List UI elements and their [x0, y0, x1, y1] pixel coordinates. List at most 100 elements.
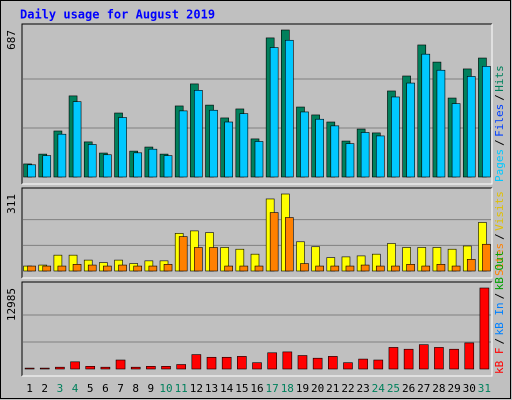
legend-separator: /: [493, 94, 506, 101]
bar: [285, 217, 294, 272]
x-tick-label: 19: [296, 382, 309, 395]
x-tick-label: 8: [132, 382, 139, 395]
y-tick-label: 687: [5, 30, 18, 50]
x-tick-label: 16: [250, 382, 263, 395]
bar: [163, 264, 173, 272]
bar: [130, 366, 141, 370]
x-tick-label: 3: [57, 382, 64, 395]
x-tick-label: 28: [432, 382, 445, 395]
bar: [373, 359, 384, 370]
bar: [330, 125, 340, 178]
bar: [360, 264, 370, 272]
bar: [464, 342, 475, 370]
panel: [22, 282, 492, 376]
bar: [436, 264, 446, 272]
bar: [388, 347, 399, 370]
x-tick-label: 26: [402, 382, 415, 395]
bar: [479, 287, 490, 370]
bar: [345, 265, 355, 272]
x-tick-label: 7: [117, 382, 124, 395]
bar: [403, 348, 414, 370]
x-tick-label: 12: [190, 382, 203, 395]
bar: [206, 356, 217, 370]
bar: [375, 265, 385, 272]
bar: [161, 366, 171, 370]
legend-label: Sites: [493, 243, 506, 276]
panel-border-dark: [21, 281, 492, 376]
bar: [328, 356, 338, 370]
bar: [178, 236, 188, 272]
bar: [300, 111, 309, 178]
bar: [148, 148, 158, 178]
bar: [267, 352, 277, 370]
bar: [39, 367, 50, 370]
bar: [421, 53, 431, 178]
bar: [254, 265, 264, 272]
legend-label: Files: [493, 104, 506, 137]
panel-border-light: [22, 24, 493, 185]
x-tick-label: 31: [478, 382, 491, 395]
x-tick-label: 14: [220, 382, 234, 395]
x-tick-label: 9: [148, 382, 155, 395]
bar: [237, 356, 247, 370]
bar: [239, 113, 249, 178]
chart-title: Daily usage for August 2019: [20, 8, 215, 22]
x-tick-label: 25: [387, 382, 400, 395]
legend-label: Visits: [493, 191, 506, 231]
bar: [176, 364, 186, 370]
x-tick-label: 5: [87, 382, 94, 395]
bar: [221, 356, 232, 370]
bar: [163, 155, 173, 178]
x-tick-label: 13: [205, 382, 218, 395]
bar: [269, 47, 279, 178]
y-tick-label: 12985: [5, 288, 18, 321]
legend-separator: /: [493, 233, 506, 240]
bar: [421, 265, 431, 272]
bar: [343, 362, 353, 370]
bar: [115, 359, 126, 370]
bar: [436, 69, 446, 178]
bar: [148, 265, 158, 272]
bar: [449, 348, 459, 370]
x-tick-label: 22: [341, 382, 354, 395]
bar: [42, 265, 52, 272]
legend-label: kB F: [493, 348, 506, 375]
bar: [72, 101, 82, 178]
bar: [24, 367, 35, 370]
x-tick-label: 21: [326, 382, 339, 395]
x-tick-label: 17: [266, 382, 279, 395]
x-tick-label: 4: [72, 382, 79, 395]
bar: [418, 344, 429, 370]
x-tick-label: 15: [235, 382, 248, 395]
legend-label: Hits: [493, 65, 506, 92]
bar: [178, 110, 188, 178]
legend-label: Pages: [493, 149, 506, 182]
bar: [312, 357, 323, 370]
x-tick-label: 27: [417, 382, 430, 395]
bar: [482, 66, 491, 178]
bar: [315, 265, 324, 272]
bar: [209, 109, 218, 178]
bar: [87, 264, 97, 272]
bar: [103, 265, 112, 272]
x-tick-label: 11: [175, 382, 188, 395]
bar: [87, 144, 97, 178]
bar: [391, 96, 400, 178]
bar: [358, 358, 368, 370]
bar: [27, 164, 36, 178]
bar: [330, 265, 340, 272]
bar: [146, 366, 156, 370]
bar: [466, 259, 476, 272]
bar: [194, 247, 203, 272]
bar: [375, 135, 385, 178]
bar: [103, 154, 112, 178]
bar: [482, 243, 491, 272]
x-tick-label: 18: [281, 382, 294, 395]
bar: [57, 133, 67, 178]
bar: [118, 264, 127, 272]
bar: [406, 264, 415, 272]
bar: [451, 265, 461, 272]
bar: [100, 366, 111, 370]
bar: [451, 103, 461, 178]
